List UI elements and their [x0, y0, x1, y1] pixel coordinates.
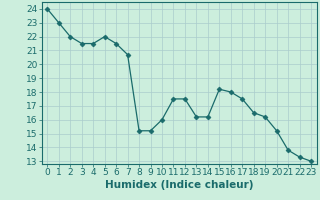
- X-axis label: Humidex (Indice chaleur): Humidex (Indice chaleur): [105, 180, 253, 190]
